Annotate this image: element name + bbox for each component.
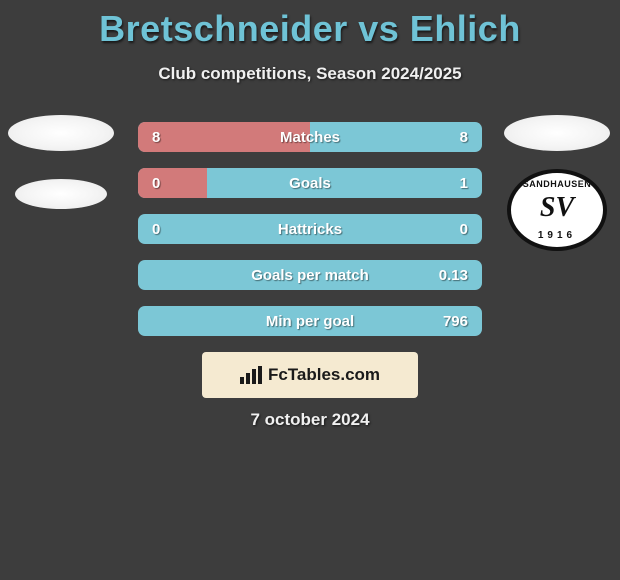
brand-text: FcTables.com — [268, 365, 380, 385]
stat-bar: 0Goals1 — [138, 168, 482, 198]
subtitle: Club competitions, Season 2024/2025 — [0, 64, 620, 84]
stats-bars: 8Matches80Goals10Hattricks0Goals per mat… — [138, 122, 482, 336]
brand-badge: FcTables.com — [202, 352, 418, 398]
stat-right-value: 8 — [460, 129, 468, 146]
stat-right-value: 796 — [443, 313, 468, 330]
stat-right-value: 0 — [460, 221, 468, 238]
stat-bar: 8Matches8 — [138, 122, 482, 152]
stat-label: Hattricks — [138, 221, 482, 238]
right-club-logo-1 — [504, 115, 610, 151]
left-club-logo-1 — [8, 115, 114, 151]
date-text: 7 october 2024 — [0, 410, 620, 430]
left-club-logo-2 — [15, 179, 107, 209]
badge-center-text: SV — [540, 195, 574, 220]
stat-label: Min per goal — [138, 313, 482, 330]
stat-right-value: 0.13 — [439, 267, 468, 284]
stat-bar: Goals per match0.13 — [138, 260, 482, 290]
stat-bar: Min per goal796 — [138, 306, 482, 336]
right-club-badge: SANDHAUSEN SV 1916 — [507, 169, 607, 251]
bar-chart-icon — [240, 366, 262, 384]
left-player-logos — [8, 115, 114, 209]
stat-bar: 0Hattricks0 — [138, 214, 482, 244]
stat-label: Goals per match — [138, 267, 482, 284]
stat-right-value: 1 — [460, 175, 468, 192]
badge-top-text: SANDHAUSEN — [511, 179, 603, 189]
page-title: Bretschneider vs Ehlich — [0, 0, 620, 50]
badge-year: 1916 — [511, 230, 603, 241]
stat-label: Goals — [138, 175, 482, 192]
stat-label: Matches — [138, 129, 482, 146]
right-player-logos: SANDHAUSEN SV 1916 — [504, 115, 610, 251]
